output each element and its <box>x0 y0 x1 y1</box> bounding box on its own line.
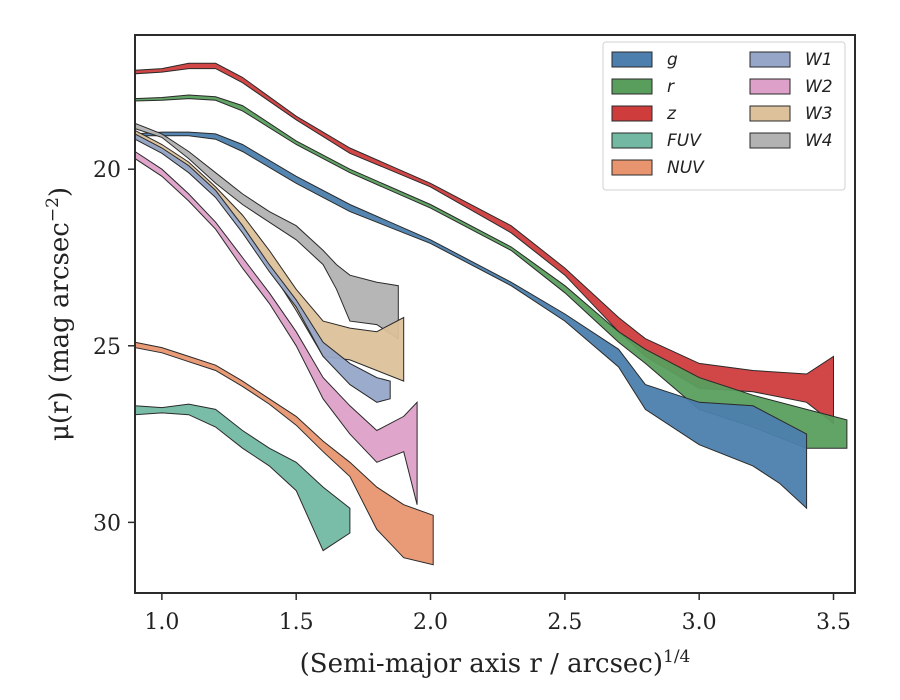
band-nuv <box>134 341 434 566</box>
x-axis-label: (Semi-major axis r / arcsec)1/4 <box>300 647 691 679</box>
legend-label-z: z <box>666 104 677 124</box>
band-fuv <box>134 403 351 552</box>
x-tick-label: 1.5 <box>279 610 314 635</box>
legend-label-fuv: FUV <box>667 131 702 151</box>
legend-label-w1: W1 <box>805 50 833 70</box>
legend-swatch-r <box>611 78 653 95</box>
x-tick-label: 3.0 <box>682 610 717 635</box>
x-tick-label: 1.0 <box>144 610 179 635</box>
legend-label-w3: W3 <box>805 104 833 124</box>
legend: grz FUV NUV W1 W2 W3 W4 <box>602 41 846 191</box>
legend-swatch-w1 <box>749 51 791 68</box>
x-tick-label: 2.0 <box>413 610 448 635</box>
legend-swatch-z <box>611 105 653 122</box>
band-r <box>134 94 848 449</box>
band-w2 <box>134 150 418 505</box>
band-w1 <box>134 133 391 403</box>
legend-swatch-fuv <box>611 132 653 149</box>
y-axis-ticks: 20 25 30 <box>93 158 135 536</box>
legend-swatch-w3 <box>749 105 791 122</box>
x-tick-label: 3.5 <box>816 610 851 635</box>
y-axis-label: μ(r) (mag arcsec−2) <box>43 187 75 441</box>
profile-bands <box>134 62 848 566</box>
legend-swatch-w2 <box>749 78 791 95</box>
y-tick-label: 25 <box>93 335 121 360</box>
legend-label-nuv: NUV <box>667 158 705 178</box>
y-tick-label: 30 <box>93 511 121 536</box>
y-tick-label: 20 <box>93 158 121 183</box>
legend-swatch-w4 <box>749 132 791 149</box>
legend-label-w2: W2 <box>805 77 833 97</box>
x-tick-label: 2.5 <box>547 610 582 635</box>
band-g <box>134 131 808 510</box>
legend-label-g: g <box>667 50 678 70</box>
plot-frame <box>134 34 856 594</box>
legend-swatch-nuv <box>611 159 653 176</box>
legend-label-r: r <box>667 77 675 97</box>
legend-label-w4: W4 <box>805 131 833 151</box>
legend-swatch-g <box>611 51 653 68</box>
x-axis-ticks: 1.0 1.5 2.0 2.5 3.0 3.5 <box>144 593 851 635</box>
